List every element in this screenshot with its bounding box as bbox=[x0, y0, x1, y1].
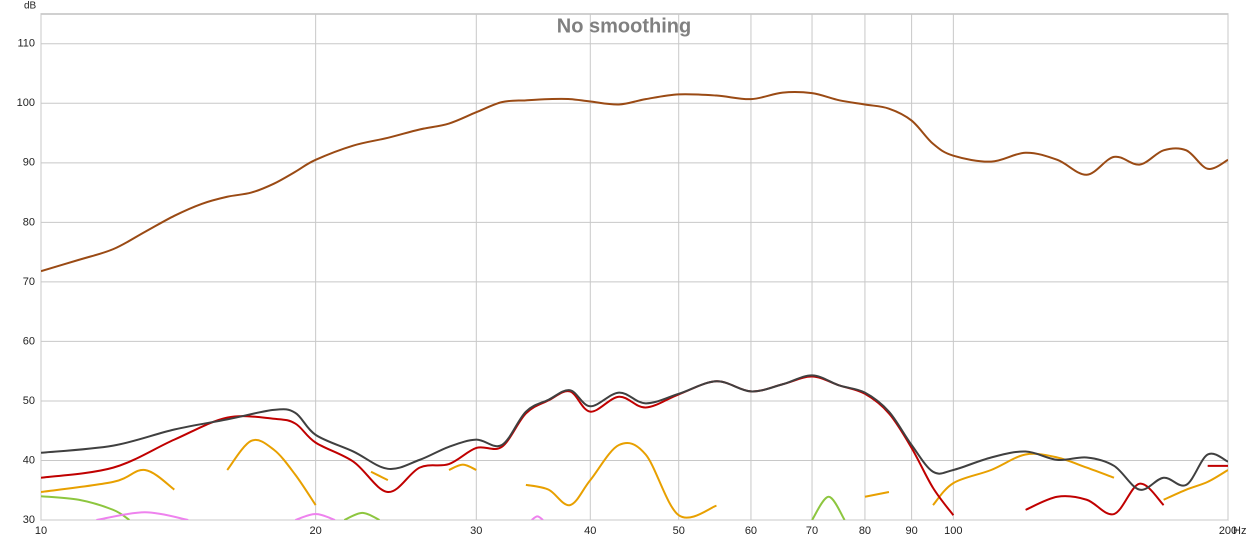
y-tick-label: 60 bbox=[23, 335, 35, 347]
y-tick-label: 50 bbox=[23, 395, 35, 407]
x-tick-label: 80 bbox=[859, 525, 871, 537]
x-tick-label: 20 bbox=[310, 525, 322, 537]
y-tick-label: 30 bbox=[23, 514, 35, 526]
y-tick-label: 80 bbox=[23, 216, 35, 228]
x-tick-label: 60 bbox=[745, 525, 757, 537]
y-tick-label: 110 bbox=[17, 38, 35, 50]
y-axis-label: dB bbox=[24, 1, 37, 12]
x-tick-label: 200 bbox=[1219, 525, 1237, 537]
plot-area bbox=[40, 13, 1229, 521]
series-line bbox=[41, 374, 1228, 491]
series-line bbox=[96, 511, 544, 520]
x-tick-label: 90 bbox=[905, 525, 917, 537]
x-tick-label: 100 bbox=[944, 525, 962, 537]
grid bbox=[40, 14, 1229, 521]
y-tick-label: 100 bbox=[17, 97, 35, 109]
x-tick-label: 50 bbox=[673, 525, 685, 537]
x-axis-label: Hz bbox=[1233, 525, 1246, 537]
y-tick-label: 40 bbox=[23, 454, 35, 466]
chart-title: No smoothing bbox=[557, 15, 691, 37]
x-tick-label: 30 bbox=[470, 525, 482, 537]
x-tick-label: 10 bbox=[35, 525, 47, 537]
lines bbox=[41, 90, 1228, 520]
y-tick-label: 70 bbox=[23, 276, 35, 288]
y-tick-label: 90 bbox=[23, 157, 35, 169]
x-tick-label: 70 bbox=[806, 525, 818, 537]
x-tick-label: 40 bbox=[584, 525, 596, 537]
series-line bbox=[41, 439, 1228, 519]
series-line bbox=[41, 90, 1228, 273]
